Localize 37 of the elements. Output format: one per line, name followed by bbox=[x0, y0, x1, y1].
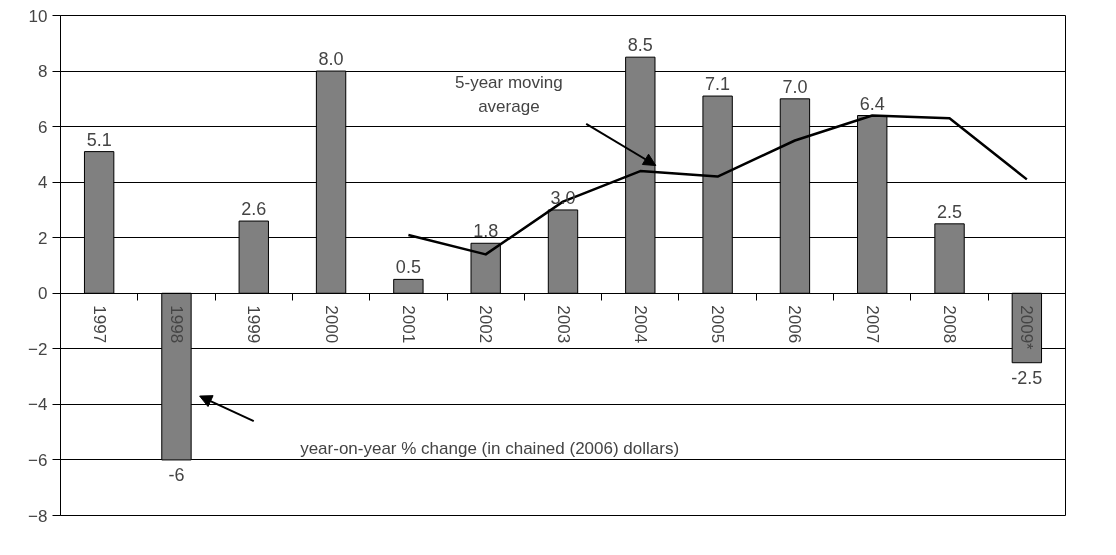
x-tick-label: 2009* bbox=[1017, 305, 1037, 351]
data-label: 8.0 bbox=[318, 49, 344, 70]
x-tick-label: 1999 bbox=[244, 305, 264, 344]
y-tick-label: −2 bbox=[28, 339, 48, 359]
data-label: 2.5 bbox=[937, 201, 963, 222]
data-label: -6 bbox=[168, 464, 185, 485]
y-tick-label: 6 bbox=[38, 117, 48, 137]
x-tick-label: 2008 bbox=[940, 305, 960, 344]
data-label: 8.5 bbox=[627, 35, 653, 56]
x-tick-label: 1997 bbox=[89, 305, 109, 344]
x-tick-label: 2000 bbox=[321, 305, 341, 344]
y-tick-label: −4 bbox=[28, 395, 48, 415]
data-label: 5.1 bbox=[86, 129, 112, 150]
data-label: 0.5 bbox=[395, 257, 421, 278]
data-label: 2.6 bbox=[241, 199, 267, 220]
data-label: 6.4 bbox=[859, 93, 885, 114]
x-tick-label: 2005 bbox=[708, 305, 728, 344]
data-label: 7.0 bbox=[782, 76, 808, 97]
annotation: year-on-year % change (in chained (2006) dollars) bbox=[300, 439, 680, 459]
data-label: -2.5 bbox=[1011, 367, 1043, 388]
y-tick-label: 4 bbox=[38, 173, 48, 193]
annotation: 5-year moving average bbox=[455, 72, 563, 116]
y-tick-label: 0 bbox=[38, 284, 48, 304]
x-tick-label: 2007 bbox=[862, 305, 882, 344]
x-tick-label: 2004 bbox=[630, 305, 650, 344]
x-tick-label: 2002 bbox=[476, 305, 496, 344]
y-tick-label: 8 bbox=[38, 62, 48, 82]
x-tick-label: 2001 bbox=[398, 305, 418, 344]
x-tick-label: 1998 bbox=[166, 305, 186, 344]
data-label: 1.8 bbox=[473, 221, 499, 242]
y-tick-label: 2 bbox=[38, 228, 48, 248]
y-tick-label: −6 bbox=[28, 450, 48, 470]
y-tick-label: −8 bbox=[28, 506, 48, 526]
x-tick-label: 2003 bbox=[553, 305, 573, 344]
data-label: 7.1 bbox=[705, 74, 731, 95]
x-tick-label: 2006 bbox=[785, 305, 805, 344]
y-tick-label: 10 bbox=[28, 6, 48, 26]
